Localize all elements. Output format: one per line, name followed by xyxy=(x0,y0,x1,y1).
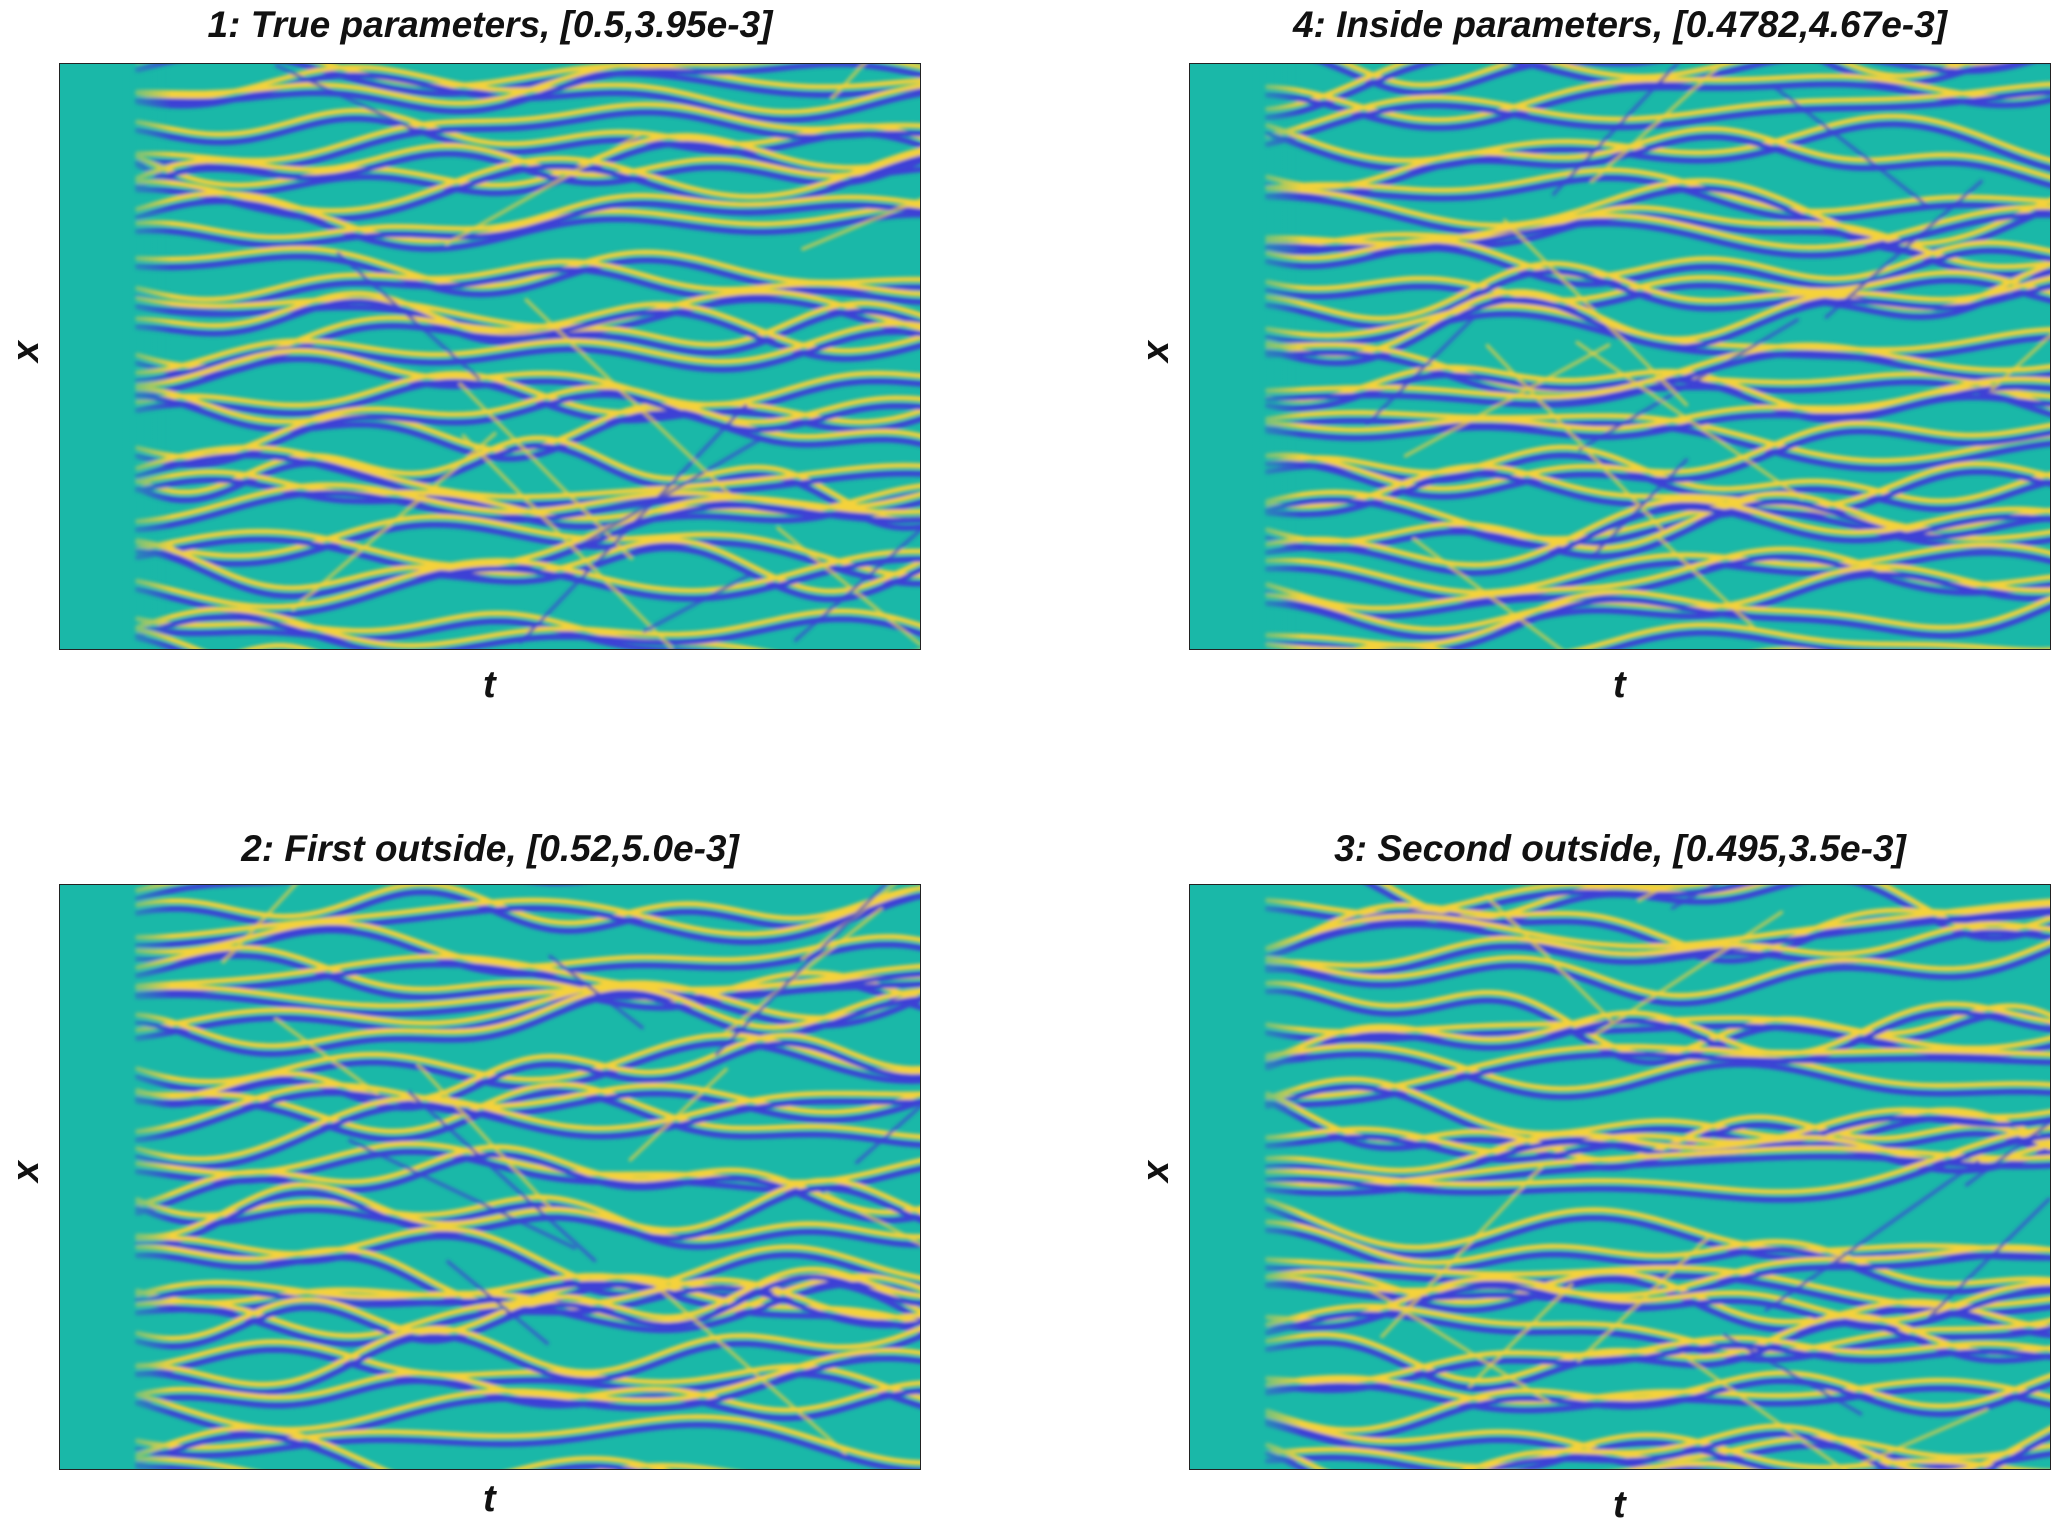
y-axis-label: x xyxy=(5,340,48,363)
chart-title: 2: First outside, [0.52,5.0e-3] xyxy=(241,828,739,869)
heatmap-image xyxy=(1190,64,2050,649)
heatmap-plot xyxy=(59,884,921,1470)
heatmap-plot xyxy=(1189,884,2051,1470)
y-axis-label: x xyxy=(1135,1160,1178,1183)
heatmap-image xyxy=(1190,885,2050,1469)
y-axis-label: x xyxy=(5,1160,48,1183)
initial-flat-region xyxy=(60,64,920,649)
x-axis-label: t xyxy=(483,1478,496,1520)
heatmap-plot xyxy=(59,63,921,650)
initial-flat-region xyxy=(1190,64,2050,649)
heatmap-image xyxy=(60,885,920,1469)
x-axis-label: t xyxy=(1613,664,1626,706)
chart-title: 3: Second outside, [0.495,3.5e-3] xyxy=(1334,828,1906,869)
x-axis-label: t xyxy=(483,664,496,706)
y-axis-label: x xyxy=(1135,340,1178,363)
heatmap-image xyxy=(60,64,920,649)
chart-title: 1: True parameters, [0.5,3.95e-3] xyxy=(207,4,773,45)
initial-flat-region xyxy=(1190,885,2050,1469)
x-axis-label: t xyxy=(1613,1484,1626,1526)
heatmap-plot xyxy=(1189,63,2051,650)
initial-flat-region xyxy=(60,885,920,1469)
chart-title: 4: Inside parameters, [0.4782,4.67e-3] xyxy=(1292,4,1948,45)
